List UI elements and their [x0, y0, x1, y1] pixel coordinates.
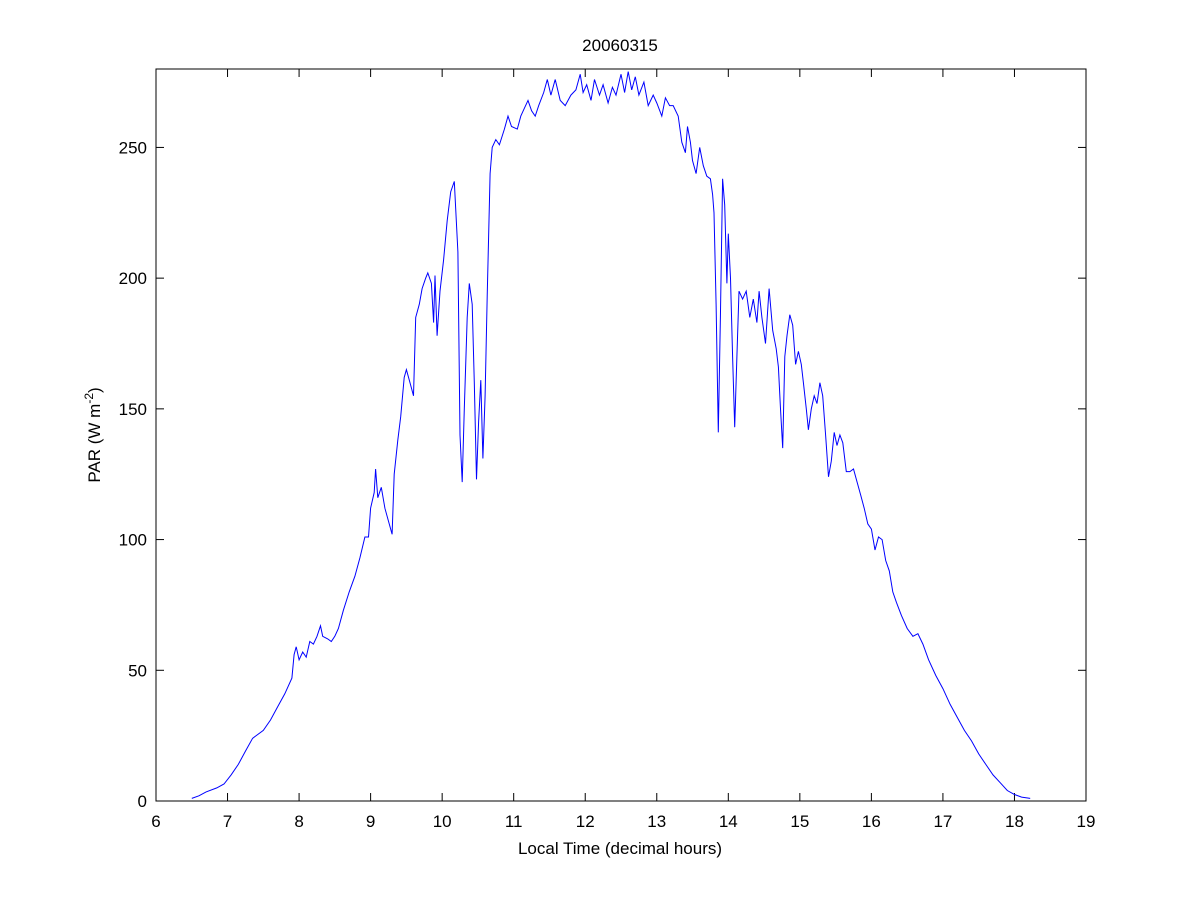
x-tick-label: 17: [933, 812, 952, 831]
x-axis-label: Local Time (decimal hours): [518, 839, 722, 858]
x-tick-label: 9: [366, 812, 375, 831]
y-tick-label: 0: [138, 792, 147, 811]
x-tick-label: 15: [790, 812, 809, 831]
plot-area-frame: [155, 68, 1087, 802]
y-tick-label: 150: [119, 400, 147, 419]
x-tick-label: 6: [151, 812, 160, 831]
par-series-line: [191, 71, 1031, 799]
x-tick-label: 13: [647, 812, 666, 831]
x-tick-label: 18: [1005, 812, 1024, 831]
y-tick-label: 100: [119, 531, 147, 550]
y-axis-label-base: PAR (W m: [85, 404, 104, 483]
x-tick-label: 19: [1077, 812, 1096, 831]
y-axis-label-end: ): [85, 387, 104, 393]
x-tick-label: 12: [576, 812, 595, 831]
y-axis-label: PAR (W m-2): [82, 387, 104, 482]
x-tick-label: 7: [223, 812, 232, 831]
x-tick-label: 16: [862, 812, 881, 831]
x-tick-label: 14: [719, 812, 738, 831]
x-tick-label: 8: [294, 812, 303, 831]
y-tick-label: 250: [119, 138, 147, 157]
y-tick-label: 200: [119, 269, 147, 288]
x-axis: 6 7 8 9 10 11 12 13 14 15 16 17 18 19: [151, 69, 1095, 831]
y-axis: 0 50 100 150 200 250: [119, 138, 1086, 811]
chart-title: 20060315: [582, 36, 658, 55]
y-tick-label: 50: [128, 661, 147, 680]
y-axis-label-superscript: -2: [82, 393, 96, 404]
x-tick-label: 11: [505, 812, 523, 831]
x-tick-label: 10: [433, 812, 452, 831]
